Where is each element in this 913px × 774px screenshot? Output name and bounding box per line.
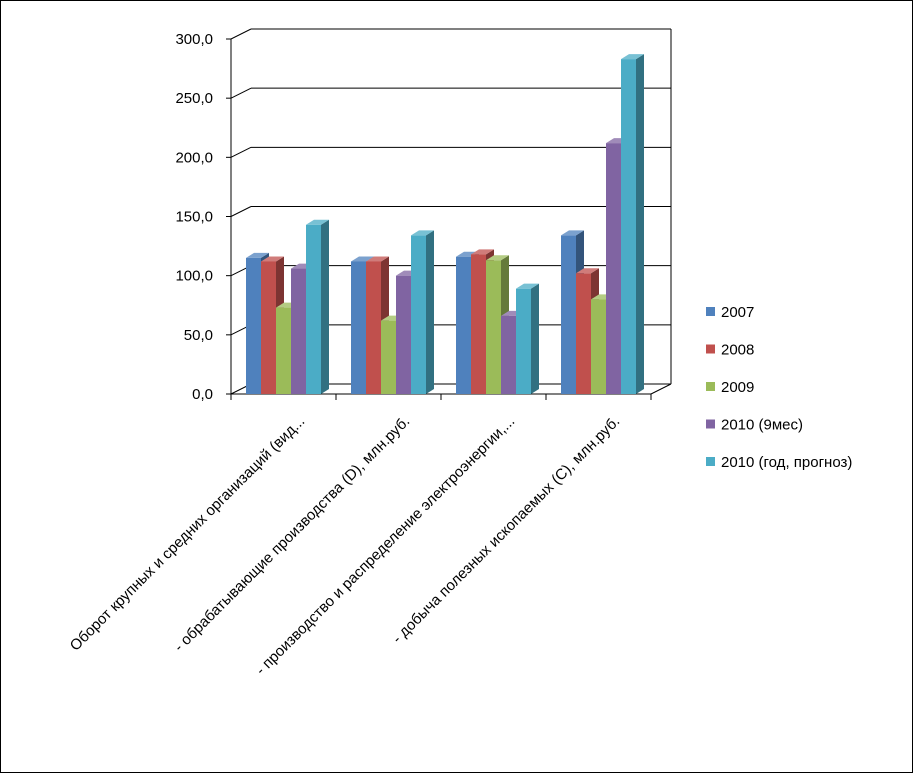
y-tick-label: 0,0 <box>192 386 213 403</box>
bar <box>306 219 329 394</box>
legend-item: 2007 <box>706 304 754 321</box>
bars <box>246 54 644 394</box>
bar-front <box>276 307 291 394</box>
category-label: Оборот крупных и средних организаций (ви… <box>67 413 309 655</box>
bar-front <box>261 261 276 394</box>
side-wall-line <box>230 28 252 40</box>
bar-front <box>351 261 366 394</box>
bar-top <box>561 230 584 236</box>
legend-label: 2008 <box>721 342 754 359</box>
bar-front <box>561 235 576 394</box>
bar-front <box>411 235 426 394</box>
side-wall-line <box>230 87 252 99</box>
bar-front <box>396 275 411 394</box>
legend-swatch <box>706 382 715 391</box>
bar <box>621 54 644 394</box>
bar-side <box>636 54 644 394</box>
legend-item: 2010 (9мес) <box>706 417 803 434</box>
legend-item: 2010 (год, прогноз) <box>706 454 852 471</box>
bar-top <box>306 219 329 225</box>
bar-front <box>501 315 516 394</box>
legend-label: 2007 <box>721 304 754 321</box>
legend-swatch <box>706 457 715 466</box>
bar-front <box>471 254 486 394</box>
bar-top <box>351 256 374 262</box>
legend-item: 2008 <box>706 342 754 359</box>
bar <box>516 283 539 394</box>
bar-front <box>381 320 396 394</box>
bar-top <box>366 256 389 262</box>
bar-front <box>246 257 261 394</box>
bar-side <box>531 283 539 394</box>
bar <box>411 230 434 394</box>
bar-front <box>456 256 471 394</box>
legend-label: 2010 (9мес) <box>721 417 803 434</box>
y-tick-labels: 0,0 50,0 100,0 150,0 200,0 250,0 300,0 <box>175 31 213 403</box>
bar-top <box>261 256 284 262</box>
category-labels: Оборот крупных и средних организаций (ви… <box>67 413 624 679</box>
bar-top <box>246 252 269 258</box>
bar-front <box>606 143 621 394</box>
bar-top <box>621 54 644 60</box>
legend-label: 2010 (год, прогноз) <box>721 454 852 471</box>
side-wall-line <box>230 146 252 158</box>
bar-front <box>291 268 306 394</box>
legend-swatch <box>706 307 715 316</box>
bar-front <box>621 59 636 394</box>
bar-front <box>576 273 591 394</box>
legend-swatch <box>706 419 715 429</box>
y-tick-label: 100,0 <box>175 268 213 285</box>
y-tick-label: 250,0 <box>175 90 213 107</box>
y-tick-label: 300,0 <box>175 31 213 48</box>
bar-top <box>486 255 509 261</box>
legend-label: 2009 <box>721 379 754 396</box>
category-label: - добыча полезных ископаемых (С), млн.ру… <box>389 413 623 647</box>
bar-front <box>366 261 381 394</box>
bar-front <box>591 299 606 394</box>
y-tick-label: 50,0 <box>184 327 213 344</box>
side-wall-line <box>230 206 252 217</box>
bar-front <box>516 288 531 394</box>
bar-side <box>321 219 329 394</box>
bar-front <box>306 224 321 394</box>
bar-top <box>516 283 539 289</box>
floor-edge <box>650 383 672 395</box>
bar-top <box>576 268 599 274</box>
category-label: - обрабатывающие производства (D), млн.р… <box>171 413 413 655</box>
y-tick-label: 150,0 <box>175 209 213 226</box>
bar-top <box>411 230 434 236</box>
bar-front <box>486 260 501 394</box>
legend-swatch <box>706 344 715 354</box>
bar-top <box>471 249 494 255</box>
y-tick-label: 200,0 <box>175 149 213 166</box>
legend: 2007 2008 2009 2010 (9мес) 2010 (год, прогно… <box>706 304 852 471</box>
bar-side <box>426 230 434 394</box>
legend-item: 2009 <box>706 379 754 396</box>
